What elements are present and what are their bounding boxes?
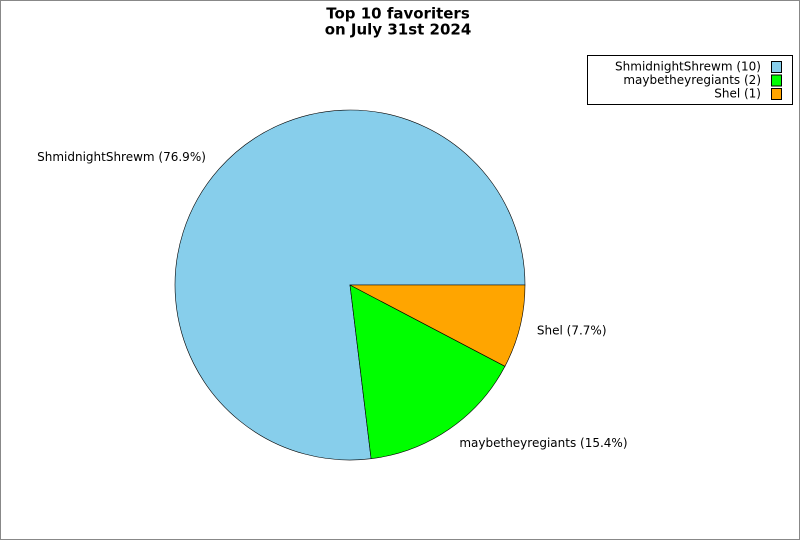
legend-swatch [771, 61, 782, 73]
pie-slice [349, 284, 506, 460]
legend [587, 55, 793, 105]
legend-swatch [771, 74, 782, 87]
legend-label: ShmidnightShrewm (10) [615, 60, 761, 74]
chart-title: Top 10 favoriters [326, 5, 470, 23]
legend-swatch [771, 88, 782, 100]
legend-label: maybetheyregiants (2) [623, 73, 761, 87]
slice-label: maybetheyregiants (15.4%) [459, 436, 627, 450]
legend-label: Shel (1) [714, 87, 761, 101]
chart-subtitle: on July 31st 2024 [325, 21, 472, 39]
pie-slice [349, 284, 526, 367]
slice-label: ShmidnightShrewm (76.9%) [37, 150, 206, 164]
slice-label: Shel (7.7%) [537, 324, 607, 338]
